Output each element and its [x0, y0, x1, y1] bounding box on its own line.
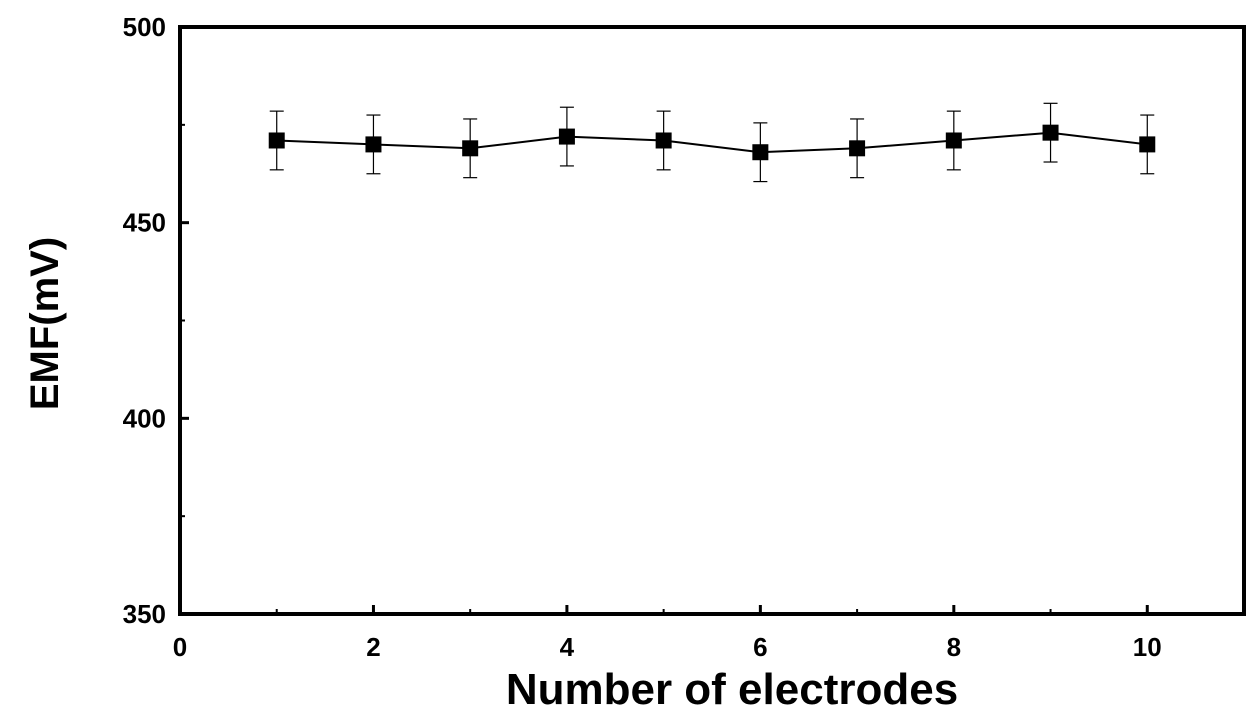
x-tick-label: 0 — [173, 632, 187, 662]
x-tick-label: 2 — [366, 632, 380, 662]
data-point — [365, 136, 382, 153]
y-tick-label: 400 — [123, 403, 166, 433]
y-tick-label: 450 — [123, 208, 166, 238]
data-point — [558, 128, 575, 145]
x-tick-label: 8 — [947, 632, 961, 662]
x-tick-label: 4 — [560, 632, 575, 662]
x-tick-label: 6 — [753, 632, 767, 662]
y-tick-label: 350 — [123, 599, 166, 629]
x-axis-label: Number of electrodes — [506, 665, 958, 711]
data-point — [268, 132, 285, 149]
x-tick-label: 10 — [1133, 632, 1162, 662]
y-tick-label: 500 — [123, 12, 166, 42]
data-point — [1042, 124, 1059, 141]
data-point — [945, 132, 962, 149]
series-line — [276, 131, 1148, 154]
data-point — [752, 144, 769, 161]
y-axis-label: EMF(mV) — [23, 237, 67, 410]
data-point — [849, 140, 866, 157]
data-point — [655, 132, 672, 149]
x-axis-ticks: 0 2 4 6 8 10 — [173, 605, 1162, 662]
plot-marks — [268, 102, 1156, 183]
data-point — [462, 140, 479, 157]
plot-frame — [178, 25, 1246, 616]
y-axis-ticks: 350 400 450 500 — [123, 12, 189, 629]
data-point — [1139, 136, 1156, 153]
